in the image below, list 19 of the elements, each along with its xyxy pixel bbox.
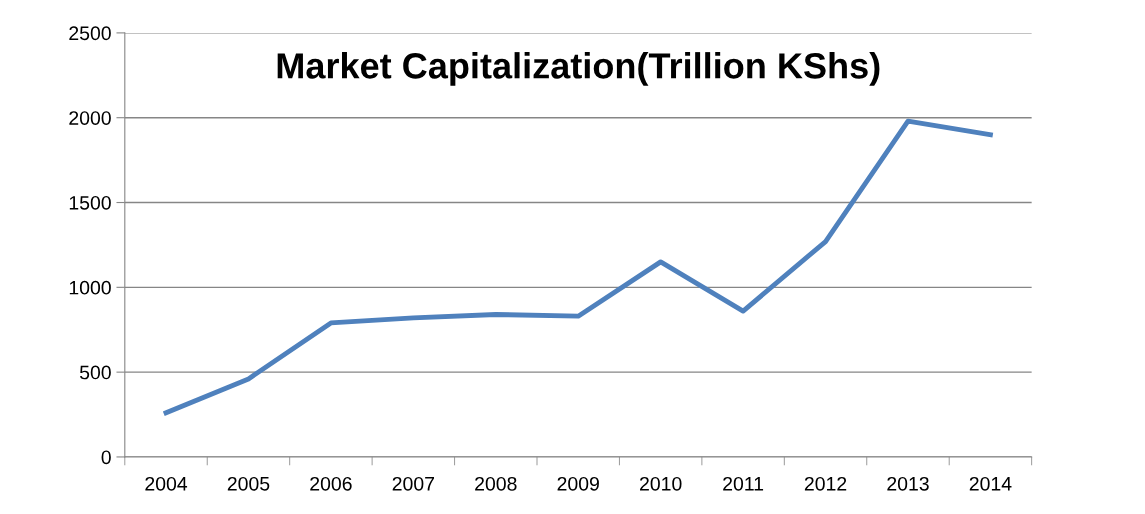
x-tick-label: 2004 (145, 476, 188, 491)
x-tick-label: 2007 (392, 476, 434, 491)
y-tick-label: 500 (79, 365, 111, 380)
x-tick-label: 2014 (969, 476, 1012, 491)
x-tick-label: 2009 (557, 476, 599, 491)
x-tick-label: 2008 (475, 476, 517, 491)
y-tick-label: 0 (101, 450, 111, 465)
y-tick-label: 1000 (69, 280, 111, 295)
y-tick-label: 2500 (69, 26, 111, 41)
chart-title: Market Capitalization(Trillion KShs) (277, 52, 880, 86)
line-series (163, 118, 993, 416)
x-tick-label: 2006 (310, 476, 352, 491)
x-tick-label: 2010 (640, 476, 682, 491)
x-tick-label: 2012 (804, 476, 847, 491)
x-tick-label: 2005 (227, 476, 270, 491)
y-tick-label: 2000 (69, 111, 111, 125)
x-tick-label: 2011 (723, 476, 764, 491)
x-tick-label: 2013 (887, 476, 929, 491)
y-tick-label: 1500 (69, 195, 111, 210)
